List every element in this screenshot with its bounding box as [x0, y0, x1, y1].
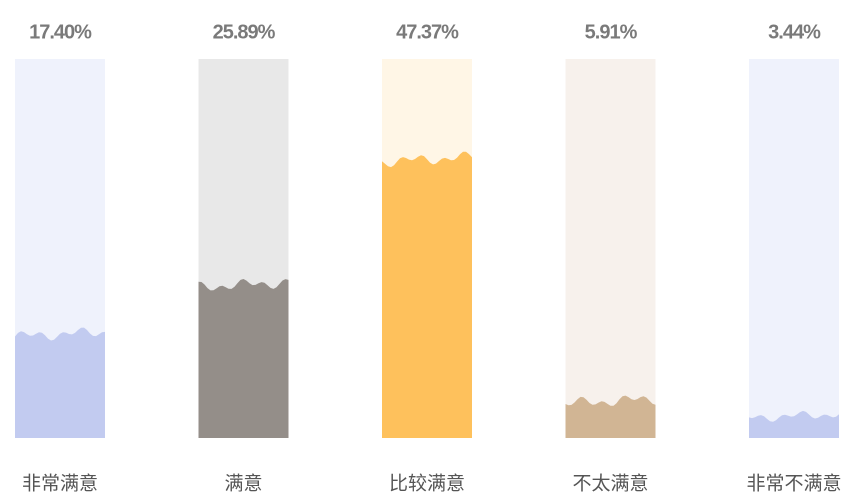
category-label: 非常不满意 [746, 473, 841, 495]
category-label: 非常满意 [22, 473, 98, 495]
category-label: 不太满意 [572, 473, 648, 495]
value-label: 3.44% [768, 21, 821, 43]
bar [749, 410, 839, 438]
category-label: 满意 [224, 473, 262, 495]
value-label: 25.89% [213, 21, 276, 43]
bar-track [749, 59, 839, 438]
value-label: 47.37% [396, 21, 459, 43]
bar-track [565, 59, 656, 438]
bar [565, 395, 656, 438]
bar [382, 151, 472, 438]
bar [198, 279, 289, 438]
value-label: 5.91% [585, 21, 638, 43]
value-label: 17.40% [29, 21, 92, 43]
bar [15, 327, 105, 438]
category-label: 比较满意 [389, 473, 465, 495]
